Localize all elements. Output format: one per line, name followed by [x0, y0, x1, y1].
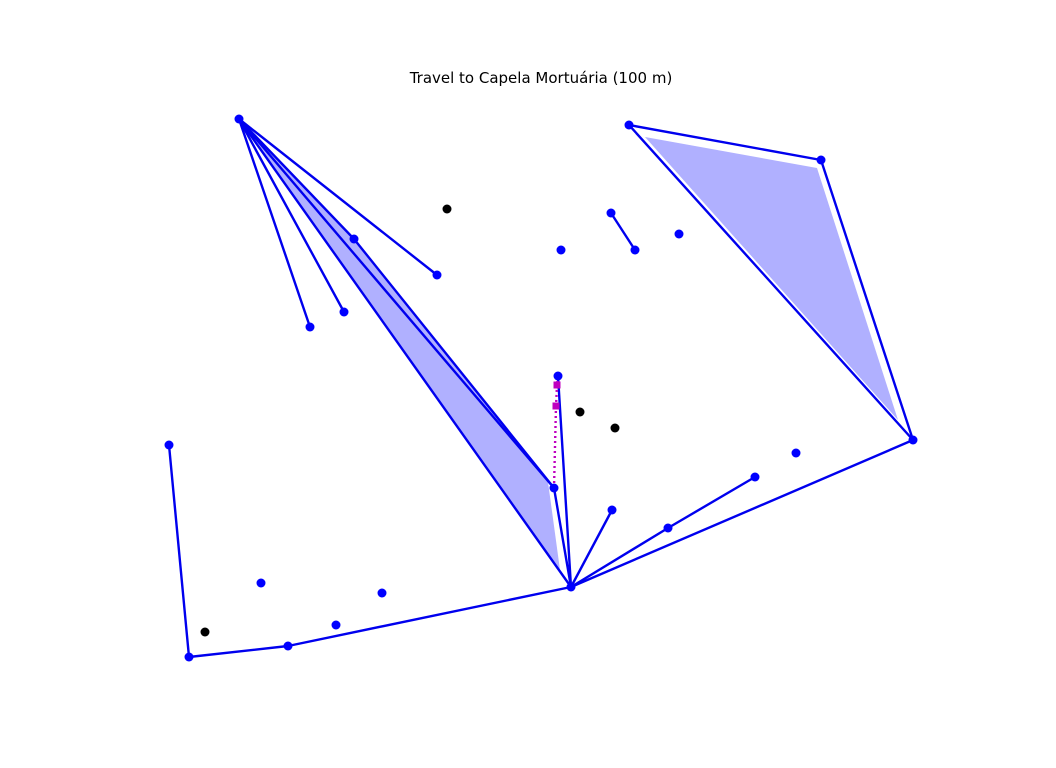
path-marker-1	[553, 381, 561, 389]
edge-10	[627, 123, 915, 442]
filled-region-2	[645, 137, 898, 420]
node-n16	[549, 483, 559, 493]
node-n13	[908, 435, 918, 445]
edge-6	[237, 117, 556, 490]
node-n19	[566, 582, 576, 592]
node-n9	[432, 270, 442, 280]
node-n8	[349, 234, 359, 244]
node-n12	[553, 371, 563, 381]
other-node-2	[575, 407, 585, 417]
edge-5	[352, 237, 556, 490]
edge-11	[609, 211, 637, 252]
node-n18	[663, 523, 673, 533]
other-node-1	[442, 204, 452, 214]
edge-4	[237, 117, 356, 241]
node-n11	[305, 322, 315, 332]
node-n5	[630, 245, 640, 255]
node-n3	[816, 155, 826, 165]
other-node-3	[610, 423, 620, 433]
other-node-4	[200, 627, 210, 637]
node-n23	[331, 620, 341, 630]
edge-15	[569, 526, 670, 589]
diagram-title: Travel to Capela Mortuária (100 m)	[409, 69, 673, 87]
node-n17	[607, 505, 617, 515]
edges	[167, 117, 915, 659]
edge-13	[552, 486, 573, 589]
edge-18	[286, 585, 573, 648]
edge-9	[819, 158, 915, 442]
filled-regions	[239, 119, 898, 570]
node-n7	[556, 245, 566, 255]
edge-8	[627, 123, 823, 162]
edge-3	[237, 117, 346, 314]
edge-19	[187, 644, 290, 659]
path-segment-2	[554, 384, 559, 407]
path-segment-3	[552, 405, 558, 489]
node-n4	[606, 208, 616, 218]
node-n20	[164, 440, 174, 450]
node-n2	[624, 120, 634, 130]
node-n10	[339, 307, 349, 317]
node-n24	[283, 641, 293, 651]
node-n22	[377, 588, 387, 598]
edge-1	[237, 117, 439, 277]
node-n21	[256, 578, 266, 588]
node-n14	[791, 448, 801, 458]
edge-14	[569, 508, 614, 589]
node-n15	[750, 472, 760, 482]
edge-17	[569, 438, 915, 589]
node-n6	[674, 229, 684, 239]
node-n1	[234, 114, 244, 124]
edge-2	[237, 117, 312, 329]
path-marker-2	[552, 402, 560, 410]
edge-20	[167, 443, 191, 659]
edge-16	[666, 475, 757, 530]
nodes	[164, 114, 918, 662]
edge-12	[556, 374, 573, 589]
edge-7	[237, 117, 573, 589]
node-n25	[184, 652, 194, 662]
